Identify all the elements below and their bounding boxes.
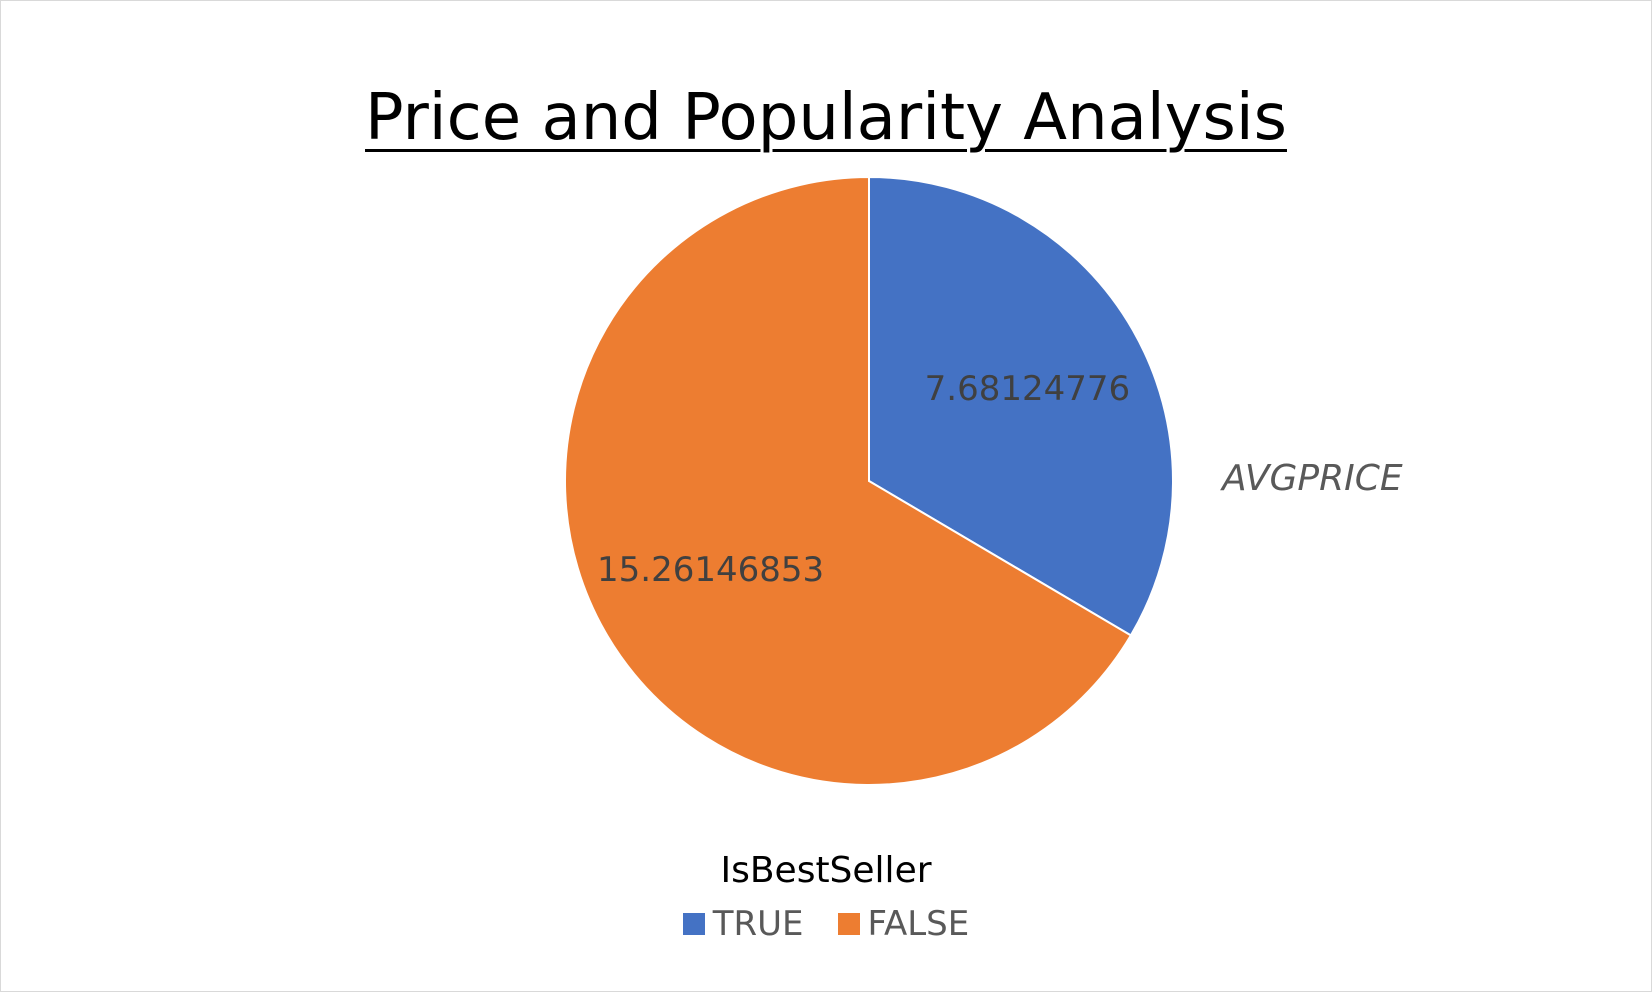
legend-label-false: FALSE: [867, 904, 970, 944]
data-label-true: 7.68124776: [925, 369, 1131, 409]
legend-swatch-true: [682, 913, 705, 935]
pie-slice-false: [564, 175, 1133, 786]
legend-label-true: TRUE: [712, 904, 804, 944]
legend-item-false: FALSE: [837, 904, 970, 944]
legend-item-true: TRUE: [682, 904, 804, 944]
pie-slice-true: [868, 175, 1174, 637]
series-name-label: AVGPRICE: [1222, 458, 1403, 499]
pie-slices: [564, 175, 1174, 786]
chart-title-text: Price and Popularity Analysis: [365, 81, 1287, 155]
legend-swatch-false: [837, 913, 860, 935]
pie-data-labels: 7.68124776 15.26146853: [597, 369, 1130, 590]
chart-title: Price and Popularity Analysis: [0, 78, 1652, 158]
data-label-false: 15.26146853: [597, 550, 824, 590]
legend: TRUE FALSE: [0, 904, 1652, 944]
legend-title: IsBestSeller: [720, 850, 932, 891]
